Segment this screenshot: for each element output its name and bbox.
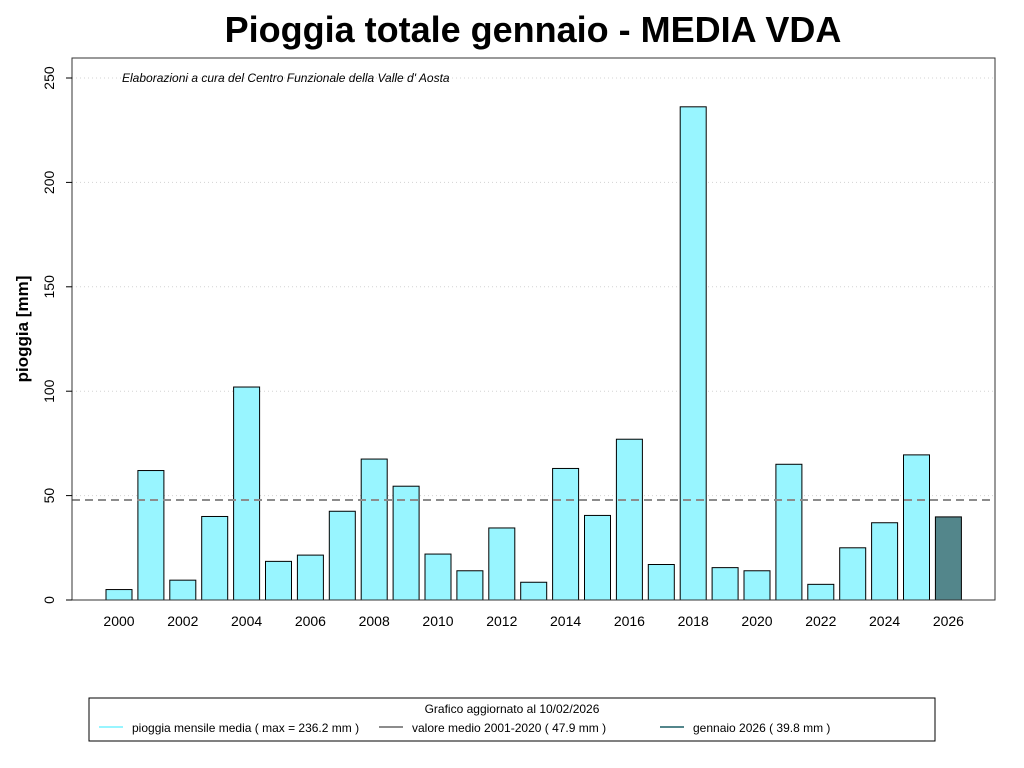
y-axis-label: pioggia [mm] — [13, 276, 32, 383]
bars — [105, 106, 962, 601]
legend: Grafico aggiornato al 10/02/2026 pioggia… — [88, 697, 936, 742]
x-axis: 2000 2002 2004 2006 2008 2010 2012 2014 2016 2018… — [103, 613, 964, 629]
bar-2017 — [647, 564, 675, 601]
bar-2000 — [105, 589, 133, 601]
bar-2006 — [296, 554, 324, 601]
y-tick-label: 200 — [41, 171, 57, 195]
y-tick-label: 0 — [41, 596, 57, 604]
legend-title: Grafico aggiornato al 10/02/2026 — [425, 702, 600, 716]
legend-box — [88, 697, 936, 742]
x-tick-label: 2006 — [295, 613, 326, 629]
x-tick-label: 2016 — [614, 613, 645, 629]
chart-title: Pioggia totale gennaio - MEDIA VDA — [225, 9, 842, 50]
y-axis: 0 50 100 150 200 250 — [41, 66, 72, 604]
x-tick-label: 2012 — [486, 613, 517, 629]
x-tick-label: 2008 — [359, 613, 390, 629]
x-tick-label: 2014 — [550, 613, 581, 629]
plot-frame — [71, 57, 996, 601]
bar-2023 — [839, 547, 867, 601]
x-tick-label: 2020 — [741, 613, 772, 629]
x-tick-label: 2004 — [231, 613, 262, 629]
bar-2011 — [456, 570, 484, 601]
y-tick-label: 100 — [41, 379, 57, 403]
bar-2019 — [711, 567, 739, 601]
bar-2015 — [584, 514, 611, 601]
bar-2020 — [743, 570, 771, 601]
bar-2003 — [201, 515, 229, 601]
bar-2022 — [807, 583, 835, 601]
bar-2024 — [871, 522, 899, 601]
bar-2012 — [488, 527, 516, 601]
bar-2026 — [934, 516, 962, 601]
legend-entry-monthly: pioggia mensile media ( max = 236.2 mm ) — [132, 721, 359, 735]
bar-2002 — [169, 579, 197, 601]
x-tick-label: 2018 — [678, 613, 709, 629]
x-tick-label: 2024 — [869, 613, 900, 629]
x-tick-label: 2026 — [933, 613, 964, 629]
bar-2016 — [615, 438, 643, 601]
legend-entry-average: valore medio 2001-2020 ( 47.9 mm ) — [412, 721, 606, 735]
bar-2010 — [424, 553, 452, 601]
bar-2013 — [520, 581, 548, 601]
bar-2009 — [392, 485, 420, 601]
bar-2001 — [137, 470, 165, 601]
bar-2025 — [903, 454, 930, 601]
chart-note: Elaborazioni a cura del Centro Funzional… — [122, 71, 450, 85]
y-tick-label: 250 — [41, 66, 57, 90]
x-tick-label: 2022 — [805, 613, 836, 629]
x-tick-label: 2002 — [167, 613, 198, 629]
x-tick-label: 2010 — [422, 613, 453, 629]
x-tick-label: 2000 — [103, 613, 134, 629]
bar-2004 — [233, 386, 261, 601]
bar-2021 — [775, 463, 803, 601]
bar-2014 — [552, 467, 580, 601]
y-tick-label: 150 — [41, 275, 57, 299]
y-tick-label: 50 — [41, 488, 57, 504]
bar-2005 — [265, 560, 292, 601]
bar-2007 — [328, 510, 356, 601]
legend-entry-current: gennaio 2026 ( 39.8 mm ) — [693, 721, 830, 735]
bar-2018 — [679, 106, 707, 601]
bar-2008 — [360, 458, 388, 601]
